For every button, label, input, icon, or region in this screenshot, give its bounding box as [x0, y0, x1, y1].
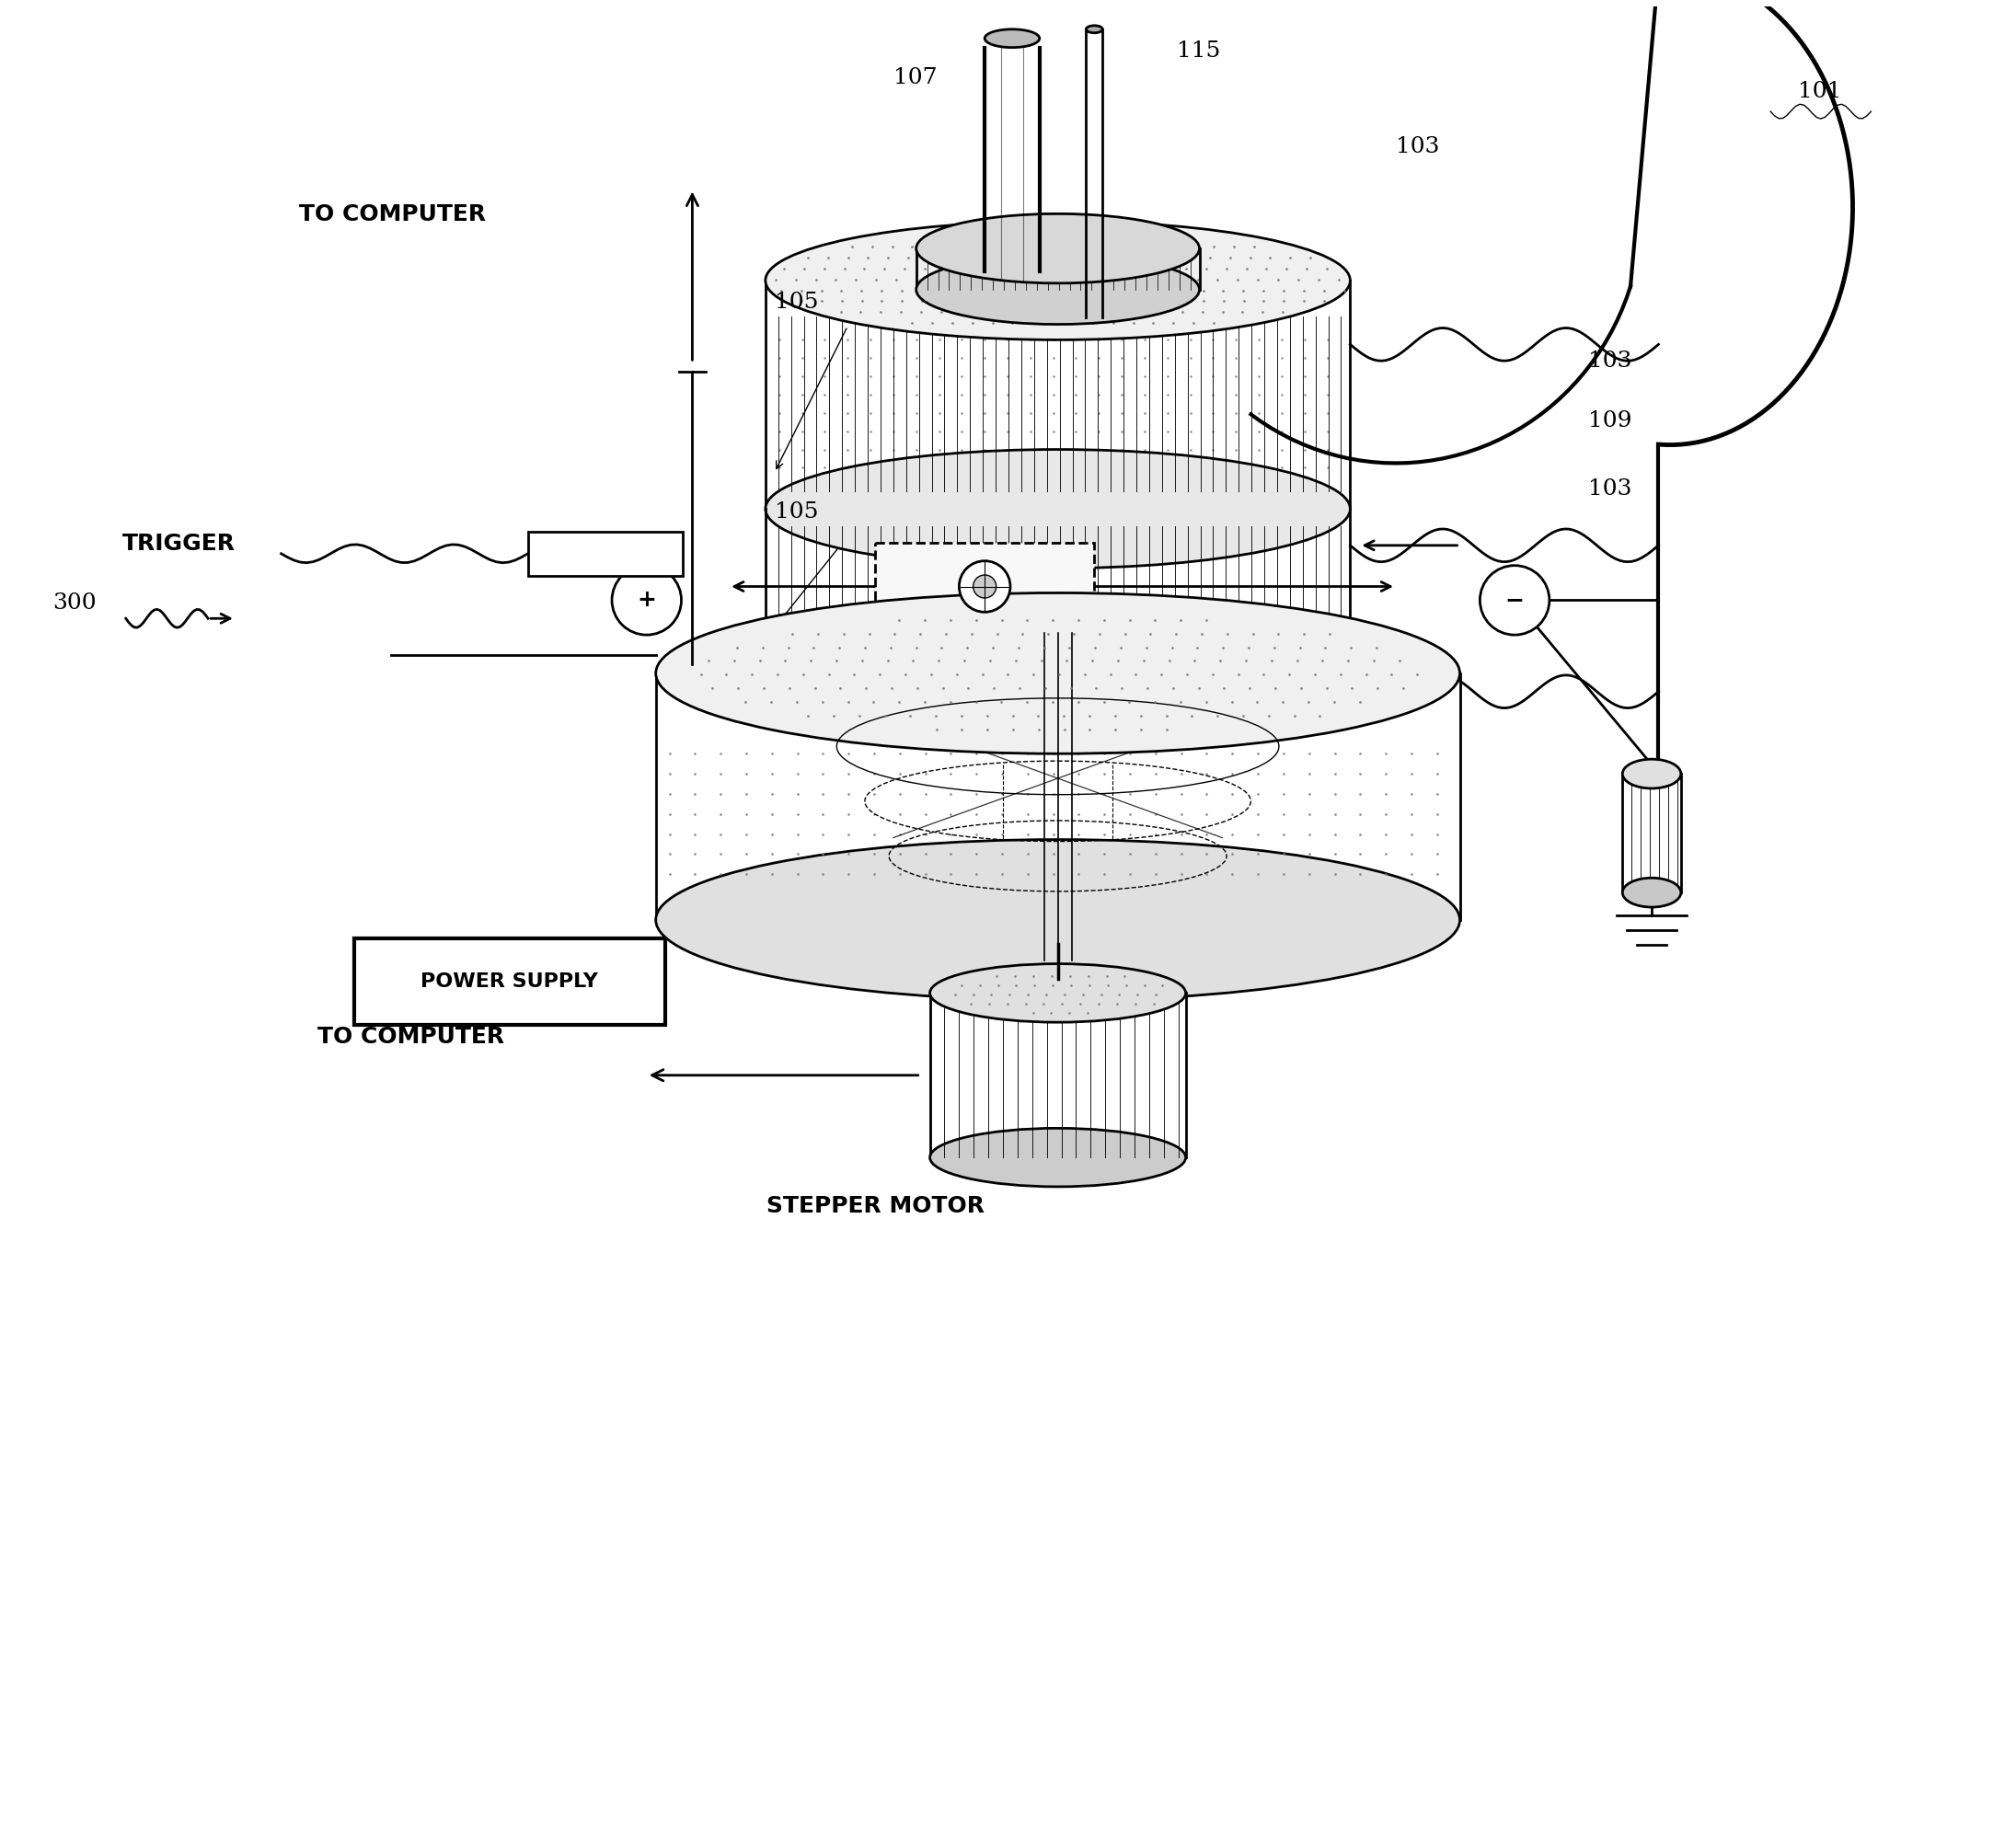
Text: −: − — [1506, 589, 1524, 611]
Ellipse shape — [766, 221, 1351, 340]
Ellipse shape — [655, 592, 1460, 753]
Text: TRIGGER: TRIGGER — [123, 532, 236, 554]
Text: STEPPER MOTOR: STEPPER MOTOR — [766, 1196, 984, 1217]
Circle shape — [974, 576, 996, 598]
Ellipse shape — [929, 963, 1185, 1022]
Ellipse shape — [766, 450, 1351, 569]
Bar — [528, 532, 683, 576]
Text: 101: 101 — [1798, 80, 1841, 102]
Circle shape — [1480, 565, 1550, 634]
Text: +: + — [637, 589, 657, 611]
Text: 103: 103 — [1589, 351, 1631, 371]
Text: 105: 105 — [774, 501, 818, 523]
Text: 115: 115 — [1177, 40, 1220, 60]
Ellipse shape — [915, 254, 1200, 324]
Bar — [355, 938, 665, 1026]
Circle shape — [960, 561, 1010, 612]
Text: 107: 107 — [893, 68, 937, 88]
Text: TO COMPUTER: TO COMPUTER — [319, 1026, 504, 1047]
Ellipse shape — [655, 839, 1460, 1000]
Ellipse shape — [1087, 26, 1103, 33]
Text: 105: 105 — [774, 291, 818, 313]
Ellipse shape — [766, 605, 1351, 724]
Ellipse shape — [915, 214, 1200, 283]
Ellipse shape — [1623, 759, 1681, 788]
Text: 103: 103 — [1395, 135, 1439, 157]
Bar — [875, 543, 1095, 631]
Ellipse shape — [984, 29, 1040, 48]
Ellipse shape — [929, 1128, 1185, 1186]
Ellipse shape — [1623, 877, 1681, 907]
Text: POWER SUPPLY: POWER SUPPLY — [421, 972, 599, 991]
Text: 300: 300 — [52, 592, 97, 614]
Text: TO COMPUTER: TO COMPUTER — [300, 203, 486, 225]
Circle shape — [613, 565, 681, 634]
Text: 109: 109 — [1589, 409, 1631, 431]
Text: 103: 103 — [1589, 479, 1631, 499]
